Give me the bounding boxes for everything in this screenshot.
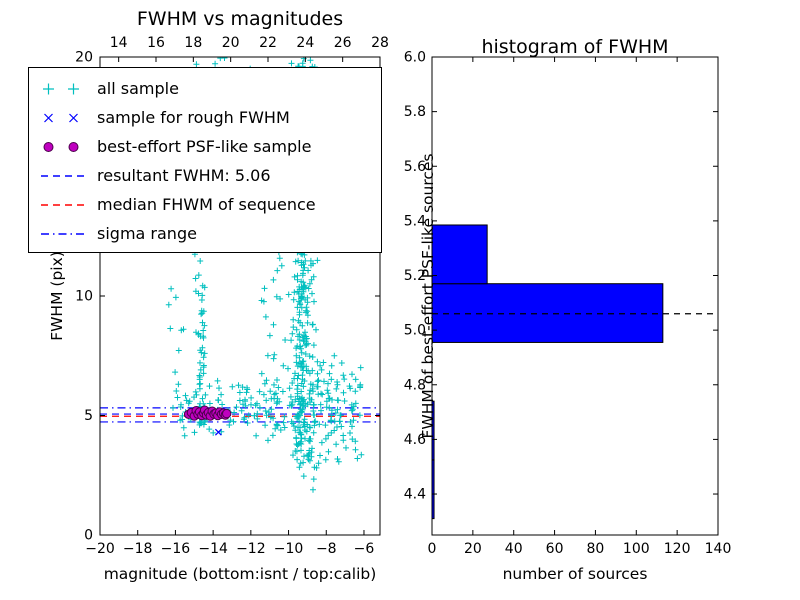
legend-label: sigma range bbox=[97, 224, 197, 243]
svg-text:5.6: 5.6 bbox=[404, 159, 426, 175]
svg-text:100: 100 bbox=[623, 541, 650, 557]
legend-label: all sample bbox=[97, 79, 179, 98]
svg-text:16: 16 bbox=[147, 35, 165, 51]
svg-text:5.8: 5.8 bbox=[404, 104, 426, 120]
svg-text:0: 0 bbox=[428, 541, 437, 557]
dashed-line-icon bbox=[39, 168, 87, 184]
svg-text:4.8: 4.8 bbox=[404, 377, 426, 393]
svg-text:4.4: 4.4 bbox=[404, 487, 426, 503]
legend-item-median-fwhm: median FHWM of sequence bbox=[39, 190, 381, 219]
svg-text:120: 120 bbox=[664, 541, 691, 557]
svg-text:28: 28 bbox=[371, 35, 389, 51]
svg-text:−12: −12 bbox=[236, 541, 266, 557]
histogram-title: histogram of FWHM bbox=[481, 36, 669, 58]
svg-text:5: 5 bbox=[84, 408, 93, 424]
legend-item-psf-sample: best-effort PSF-like sample bbox=[39, 132, 381, 161]
legend-item-resultant-fwhm: resultant FWHM: 5.06 bbox=[39, 161, 381, 190]
svg-text:−10: −10 bbox=[274, 541, 304, 557]
svg-text:−14: −14 bbox=[198, 541, 228, 557]
svg-text:4.6: 4.6 bbox=[404, 432, 426, 448]
legend-item-rough-fwhm: sample for rough FWHM bbox=[39, 103, 381, 132]
dashed-line-icon bbox=[39, 197, 87, 213]
svg-text:−6: −6 bbox=[354, 541, 375, 557]
scatter-yaxis-label: FWHM (pix) bbox=[48, 251, 66, 341]
scatter-xaxis-label: magnitude (bottom:isnt / top:calib) bbox=[103, 565, 377, 583]
svg-text:26: 26 bbox=[334, 35, 352, 51]
legend-label: median FHWM of sequence bbox=[97, 195, 316, 214]
histogram-bars-layer bbox=[431, 224, 664, 520]
svg-text:−8: −8 bbox=[316, 541, 337, 557]
svg-text:20: 20 bbox=[222, 35, 240, 51]
legend-label: resultant FWHM: 5.06 bbox=[97, 166, 271, 185]
legend-label: best-effort PSF-like sample bbox=[97, 137, 312, 156]
dashdot-line-icon bbox=[39, 226, 87, 242]
svg-text:10: 10 bbox=[75, 289, 93, 305]
x-marker-icon bbox=[39, 110, 87, 126]
svg-text:18: 18 bbox=[184, 35, 202, 51]
legend: all sample sample for rough FWHM best-ef… bbox=[28, 67, 382, 253]
scatter-layer bbox=[100, 57, 380, 493]
svg-text:140: 140 bbox=[705, 541, 732, 557]
svg-text:20: 20 bbox=[75, 50, 93, 66]
histogram-xaxis-label: number of sources bbox=[502, 565, 648, 583]
svg-text:5.2: 5.2 bbox=[404, 268, 426, 284]
histogram-yaxis-label: FWHM of best-effort PSF-like sources bbox=[419, 153, 437, 439]
legend-item-sigma-range: sigma range bbox=[39, 219, 381, 248]
svg-text:5.4: 5.4 bbox=[404, 213, 426, 229]
svg-text:6.0: 6.0 bbox=[404, 50, 426, 66]
svg-text:5.0: 5.0 bbox=[404, 323, 426, 339]
svg-text:24: 24 bbox=[296, 35, 314, 51]
scatter-plot-title: FWHM vs magnitudes bbox=[136, 8, 344, 30]
circle-marker-icon bbox=[39, 139, 87, 155]
svg-text:40: 40 bbox=[505, 541, 523, 557]
svg-text:−20: −20 bbox=[85, 541, 115, 557]
legend-item-all-sample: all sample bbox=[39, 74, 381, 103]
svg-text:22: 22 bbox=[259, 35, 277, 51]
svg-text:14: 14 bbox=[110, 35, 128, 51]
svg-text:60: 60 bbox=[546, 541, 564, 557]
plus-marker-icon bbox=[39, 81, 87, 97]
svg-text:0: 0 bbox=[84, 528, 93, 544]
svg-text:80: 80 bbox=[587, 541, 605, 557]
svg-text:20: 20 bbox=[464, 541, 482, 557]
svg-text:−18: −18 bbox=[123, 541, 153, 557]
svg-text:−16: −16 bbox=[161, 541, 191, 557]
legend-label: sample for rough FWHM bbox=[97, 108, 290, 127]
